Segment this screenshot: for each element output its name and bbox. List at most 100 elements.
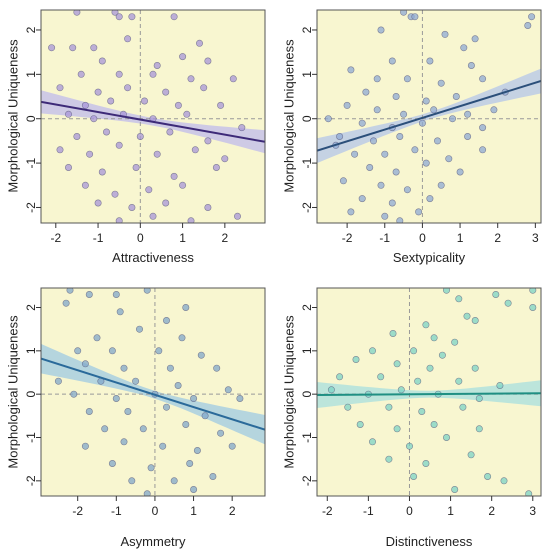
data-point	[190, 485, 198, 493]
data-point	[73, 10, 81, 16]
data-point	[70, 390, 78, 398]
data-point	[108, 459, 116, 467]
data-point	[54, 377, 62, 385]
data-point	[381, 150, 389, 158]
data-point	[426, 364, 434, 372]
data-point	[170, 477, 178, 485]
data-point	[426, 57, 434, 65]
data-point	[388, 57, 396, 65]
data-point	[336, 133, 344, 141]
data-point	[396, 133, 404, 141]
data-point	[128, 13, 136, 21]
data-point	[430, 334, 438, 342]
data-point	[452, 93, 460, 101]
chart-panel-2: -2 -1 0 1 2 3 -2 -1 0 1 2 Sextypicality Morphologica…	[281, 9, 542, 265]
data-point	[456, 168, 464, 176]
y-tick-label: -2	[24, 475, 38, 486]
regression-line	[41, 357, 265, 431]
x-tick-label: 2	[222, 231, 229, 245]
data-point	[369, 137, 377, 145]
data-point	[433, 137, 441, 145]
data-point	[179, 181, 187, 189]
data-point	[159, 442, 167, 450]
data-point	[77, 70, 85, 78]
data-point	[107, 97, 115, 105]
data-point	[81, 442, 89, 450]
data-point	[62, 299, 70, 307]
data-point	[403, 186, 411, 194]
x-tick-label: 0	[152, 504, 159, 518]
data-point	[166, 128, 174, 136]
data-point	[85, 407, 93, 415]
data-point	[128, 204, 136, 212]
y-tick-label: -1	[300, 157, 314, 168]
data-point	[524, 21, 532, 29]
x-axis-label: Asymmetry	[121, 534, 187, 549]
data-point	[455, 295, 463, 303]
regression-line	[41, 100, 265, 143]
x-axis-label: Attractiveness	[112, 250, 194, 265]
data-point	[373, 75, 381, 83]
data-point	[400, 10, 408, 16]
data-point	[377, 373, 385, 381]
data-point	[56, 146, 64, 154]
data-point	[467, 61, 475, 69]
data-point	[108, 347, 116, 355]
data-point	[186, 459, 194, 467]
data-point	[479, 146, 487, 154]
data-point	[65, 164, 73, 172]
x-axis-label: Distinctiveness	[386, 534, 473, 549]
data-point	[442, 433, 450, 441]
y-tick-label: 1	[300, 347, 314, 354]
data-point	[204, 57, 212, 65]
data-point	[224, 386, 232, 394]
data-point	[410, 347, 418, 355]
data-point	[128, 477, 136, 485]
data-point	[324, 115, 332, 123]
data-point	[459, 403, 467, 411]
data-point	[411, 146, 419, 154]
data-point	[389, 329, 397, 337]
data-point	[422, 97, 430, 105]
data-point	[415, 208, 423, 216]
data-point	[455, 377, 463, 385]
data-point	[221, 155, 229, 163]
x-tick-label: 0	[406, 504, 413, 518]
data-point	[115, 13, 123, 21]
data-point	[124, 35, 132, 43]
data-point	[464, 133, 472, 141]
data-point	[98, 168, 106, 176]
data-point	[492, 290, 500, 298]
data-point	[149, 212, 157, 220]
x-tick-label: -1	[111, 504, 122, 518]
data-point	[204, 204, 212, 212]
data-point	[212, 164, 220, 172]
data-point	[464, 110, 472, 118]
data-point	[132, 377, 140, 385]
data-point	[200, 84, 208, 92]
y-tick-label: 2	[24, 304, 38, 311]
data-point	[143, 490, 151, 496]
data-point	[388, 199, 396, 207]
data-point	[422, 159, 430, 167]
data-point	[170, 13, 178, 21]
y-axis-label: Morphological Uniqueness	[281, 39, 296, 193]
data-points	[327, 288, 537, 496]
data-point	[336, 373, 344, 381]
y-axis-label: Morphological Uniqueness	[5, 39, 20, 193]
data-point	[81, 101, 89, 109]
x-tick-label: 1	[447, 504, 454, 518]
data-point	[182, 303, 190, 311]
data-point	[426, 195, 434, 203]
plot-frame	[316, 287, 542, 497]
data-point	[217, 429, 225, 437]
data-point	[451, 485, 459, 493]
data-point	[479, 124, 487, 132]
data-point	[463, 312, 471, 320]
data-point	[136, 325, 144, 333]
x-tick-label: 0	[419, 231, 426, 245]
data-point	[166, 364, 174, 372]
data-point	[352, 355, 360, 363]
data-point	[393, 360, 401, 368]
x-tick-label: 0	[137, 231, 144, 245]
